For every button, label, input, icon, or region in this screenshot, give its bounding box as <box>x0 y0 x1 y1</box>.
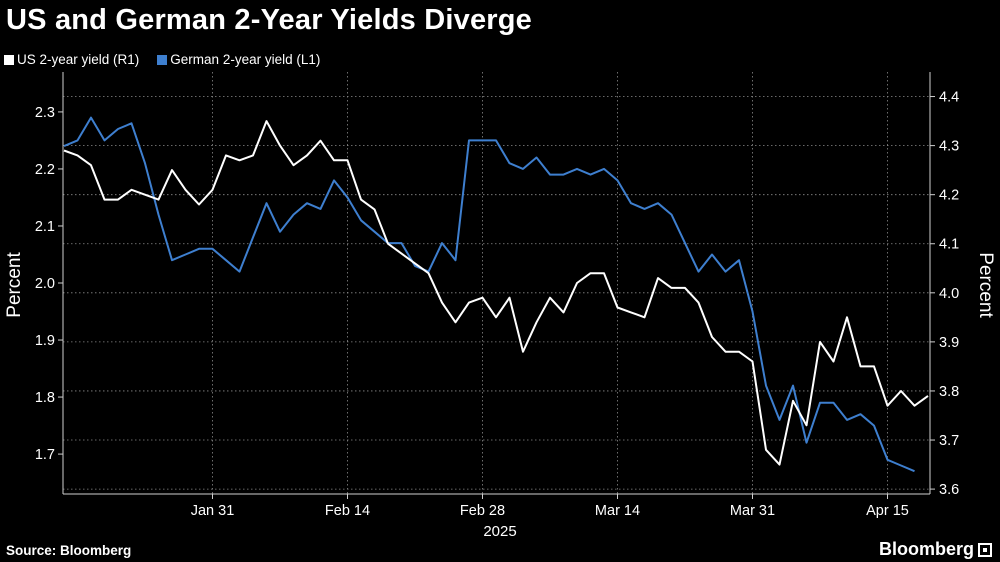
y-left-tick-label: 2.2 <box>35 162 55 178</box>
x-tick-label: Feb 14 <box>325 503 370 519</box>
y-right-tick-label: 3.8 <box>939 384 959 400</box>
series-line-us-2y <box>63 120 929 466</box>
y-right-tick-label: 3.9 <box>939 335 959 351</box>
y-right-tick-label: 4.4 <box>939 90 959 106</box>
y-left-tick-label: 1.9 <box>35 333 55 349</box>
series-line-german-2y <box>63 116 915 473</box>
legend: US 2-year yield (R1) German 2-year yield… <box>4 52 320 67</box>
x-tick-label: Mar 31 <box>730 503 775 519</box>
y-left-tick-label: 1.8 <box>35 390 55 406</box>
grid-lines <box>63 72 930 494</box>
legend-item-us: US 2-year yield (R1) <box>4 52 139 67</box>
axes: 1.7 1.8 1.9 2.0 2.1 2.2 2.3 3.6 3.7 3.8 3.9 4.0 4.1 4… <box>35 72 959 519</box>
y-right-tick-label: 4.2 <box>939 188 959 204</box>
y-right-tick-label: 4.3 <box>939 139 959 155</box>
bloomberg-box-icon <box>978 542 992 557</box>
chart-title: US and German 2-Year Yields Diverge <box>6 4 533 36</box>
y-left-tick-label: 1.7 <box>35 447 55 463</box>
legend-item-german: German 2-year yield (L1) <box>157 52 320 67</box>
x-tick-label: Mar 14 <box>595 503 640 519</box>
legend-label-us: US 2-year yield (R1) <box>17 52 140 67</box>
source-note: Source: Bloomberg <box>6 543 132 558</box>
legend-label-german: German 2-year yield (L1) <box>170 52 321 67</box>
y-right-tick-label: 3.6 <box>939 482 959 498</box>
y-right-tick-label: 4.0 <box>939 286 959 302</box>
y-left-tick-label: 2.3 <box>35 105 55 121</box>
y-left-tick-label: 2.0 <box>35 276 55 292</box>
brand-logo: Bloomberg <box>879 539 992 560</box>
series-lines <box>63 116 929 473</box>
y-left-tick-label: 2.1 <box>35 219 55 235</box>
x-tick-label: Apr 15 <box>866 503 909 519</box>
y-axis-right-label: Percent <box>975 252 996 318</box>
x-axis-label: 2025 <box>483 523 516 540</box>
y-right-tick-label: 4.1 <box>939 237 959 253</box>
legend-swatch-us <box>4 54 14 65</box>
brand-name: Bloomberg <box>878 539 974 559</box>
x-tick-label: Feb 28 <box>460 503 505 519</box>
y-axis-left-label: Percent <box>4 252 25 318</box>
x-tick-label: Jan 31 <box>191 503 235 519</box>
y-right-tick-label: 3.7 <box>939 433 959 449</box>
legend-swatch-german <box>157 54 168 65</box>
